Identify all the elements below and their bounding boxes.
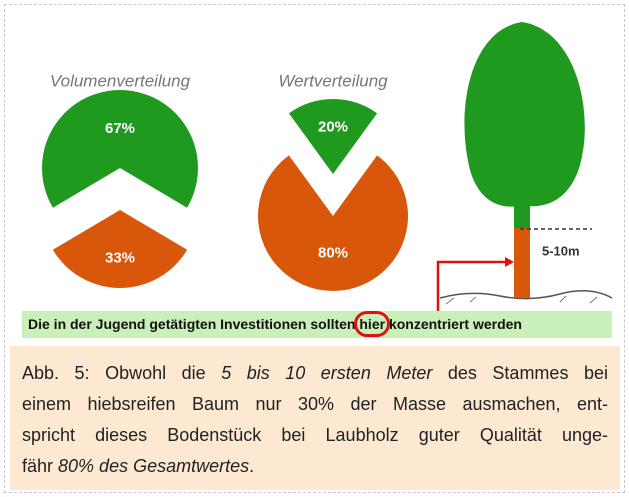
pie-label: 20% <box>318 118 348 135</box>
frame <box>4 4 625 493</box>
pointer-arrow <box>505 257 514 267</box>
pie-title: Wertverteilung <box>278 71 388 90</box>
canopy <box>464 22 585 207</box>
caption-text: spricht dieses Bodenstück bei Laubholz g… <box>22 425 608 445</box>
pie-slice <box>42 89 199 208</box>
caption-line: spricht dieses Bodenstück bei Laubholz g… <box>22 420 608 451</box>
caption-line: einem hiebsreifen Baum nur 30% der Masse… <box>22 389 608 420</box>
trunk-base <box>514 228 530 298</box>
caption-line: Abb. 5: Obwohl die 5 bis 10 ersten Meter… <box>22 358 608 389</box>
caption-text: des Stammes bei <box>432 363 608 383</box>
pointer-line <box>436 260 509 312</box>
banner-text: konzentriert werden <box>385 316 522 332</box>
banner-text: Die in der Jugend getätigten Investition… <box>28 316 360 332</box>
caption-text: . <box>249 456 255 476</box>
pie-slice <box>288 99 378 174</box>
banner: Die in der Jugend getätigten Investition… <box>22 311 612 338</box>
tree: 5-10m <box>436 22 613 312</box>
ground <box>439 290 613 300</box>
caption-text: fähr <box>22 456 59 476</box>
pie-label: 67% <box>105 120 135 137</box>
banner-highlight: hier <box>354 311 391 337</box>
pie-label: 33% <box>105 249 135 266</box>
pie-title: Volumenverteilung <box>50 71 191 90</box>
height-label: 5-10m <box>542 243 580 258</box>
pie-slice <box>52 210 188 288</box>
caption-text: einem hiebsreifen Baum nur 30% der Masse… <box>22 394 608 414</box>
caption: Abb. 5: Obwohl die 5 bis 10 ersten Meter… <box>10 346 620 490</box>
caption-text: 80% des Gesamtwertes <box>58 456 250 476</box>
caption-line: fähr 80% des Gesamtwertes. <box>22 451 608 482</box>
pie-slice <box>258 155 408 291</box>
chart: 5-10m Volumenverteilung 67% 33% Wertverteil… <box>42 22 613 312</box>
caption-text: 5 bis 10 ersten Meter <box>221 363 433 383</box>
pie-label: 80% <box>318 244 348 261</box>
ground-grass <box>445 295 598 305</box>
caption-text: Abb. 5: Obwohl die <box>22 363 222 383</box>
